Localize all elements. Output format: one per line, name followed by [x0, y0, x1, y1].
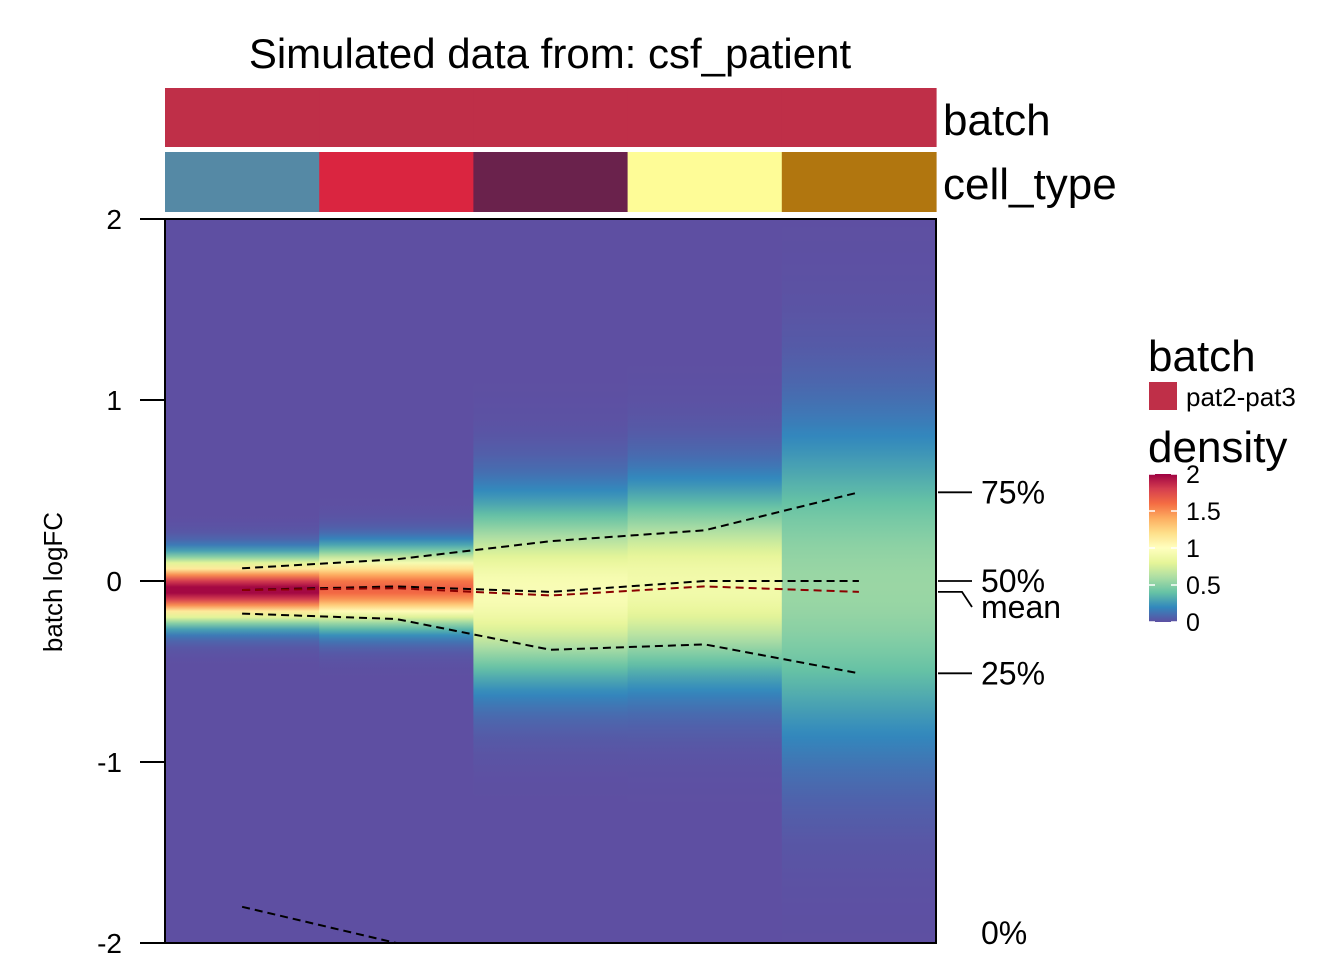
legend-density-title: density — [1148, 423, 1287, 472]
batch-cell-5 — [781, 88, 937, 147]
legend-tick-label: 0 — [1186, 609, 1200, 637]
quantile-line-50pct — [242, 580, 859, 593]
chart-title: Simulated data from: csf_patient — [249, 30, 852, 77]
cell-type-cell-2 — [319, 152, 474, 212]
batch-cell-1 — [165, 88, 320, 147]
cell-type-cell-3 — [473, 152, 629, 212]
heatmap-column-4 — [627, 219, 783, 943]
quantile-leader-mean — [938, 591, 973, 608]
legend-batch-item-label: pat2-pat3 — [1186, 382, 1296, 412]
legend-tick-label: 2 — [1186, 461, 1200, 489]
quantile-label-mean: mean — [981, 589, 1061, 625]
y-tick-label: -1 — [97, 747, 122, 778]
legend-tick-label: 1 — [1186, 535, 1200, 563]
y-tick-label: 0 — [106, 566, 122, 597]
y-tick-label: 2 — [106, 204, 122, 235]
cell-type-cell-4 — [627, 152, 783, 212]
quantile-label-75pct: 75% — [981, 474, 1045, 510]
batch-annotation-label: batch — [943, 96, 1051, 145]
quantile-line-0pct — [241, 905, 397, 944]
batch-cell-3 — [473, 88, 629, 147]
y-tick-label: -2 — [97, 928, 122, 959]
batch-cell-4 — [627, 88, 783, 147]
y-axis: 2 1 0 -1 -2 — [97, 204, 166, 959]
heatmap-column-1 — [165, 219, 320, 943]
cell-type-cell-5 — [781, 152, 937, 212]
y-axis-label: batch logFC — [38, 512, 68, 652]
legend-tick-label: 0.5 — [1186, 572, 1221, 600]
quantile-lines — [241, 491, 860, 944]
legend-batch-swatch — [1149, 382, 1177, 410]
quantile-label-50pct: 50% — [981, 563, 1045, 599]
heatmap-column-2 — [319, 219, 474, 943]
batch-cell-2 — [319, 88, 474, 147]
y-tick-label: 1 — [106, 385, 122, 416]
cell-type-cell-1 — [165, 152, 320, 212]
quantile-labels: 75% 50%mean 25% 0% — [938, 474, 1061, 951]
heatmap-column-3 — [473, 219, 629, 943]
quantile-line-mean — [242, 585, 859, 597]
legend-tick-label: 1.5 — [1186, 498, 1221, 526]
batch-annotation-bar — [165, 88, 937, 147]
legend: batch pat2-pat3 density 2 1.5 1 0.5 0 — [1148, 332, 1296, 637]
quantile-label-25pct: 25% — [981, 655, 1045, 691]
legend-batch-title: batch — [1148, 332, 1256, 381]
cell-type-annotation-label: cell_type — [943, 160, 1117, 209]
quantile-label-0pct: 0% — [981, 915, 1027, 951]
legend-density-ticks: 2 1.5 1 0.5 0 — [1149, 461, 1221, 637]
cell-type-annotation-bar — [165, 152, 937, 212]
